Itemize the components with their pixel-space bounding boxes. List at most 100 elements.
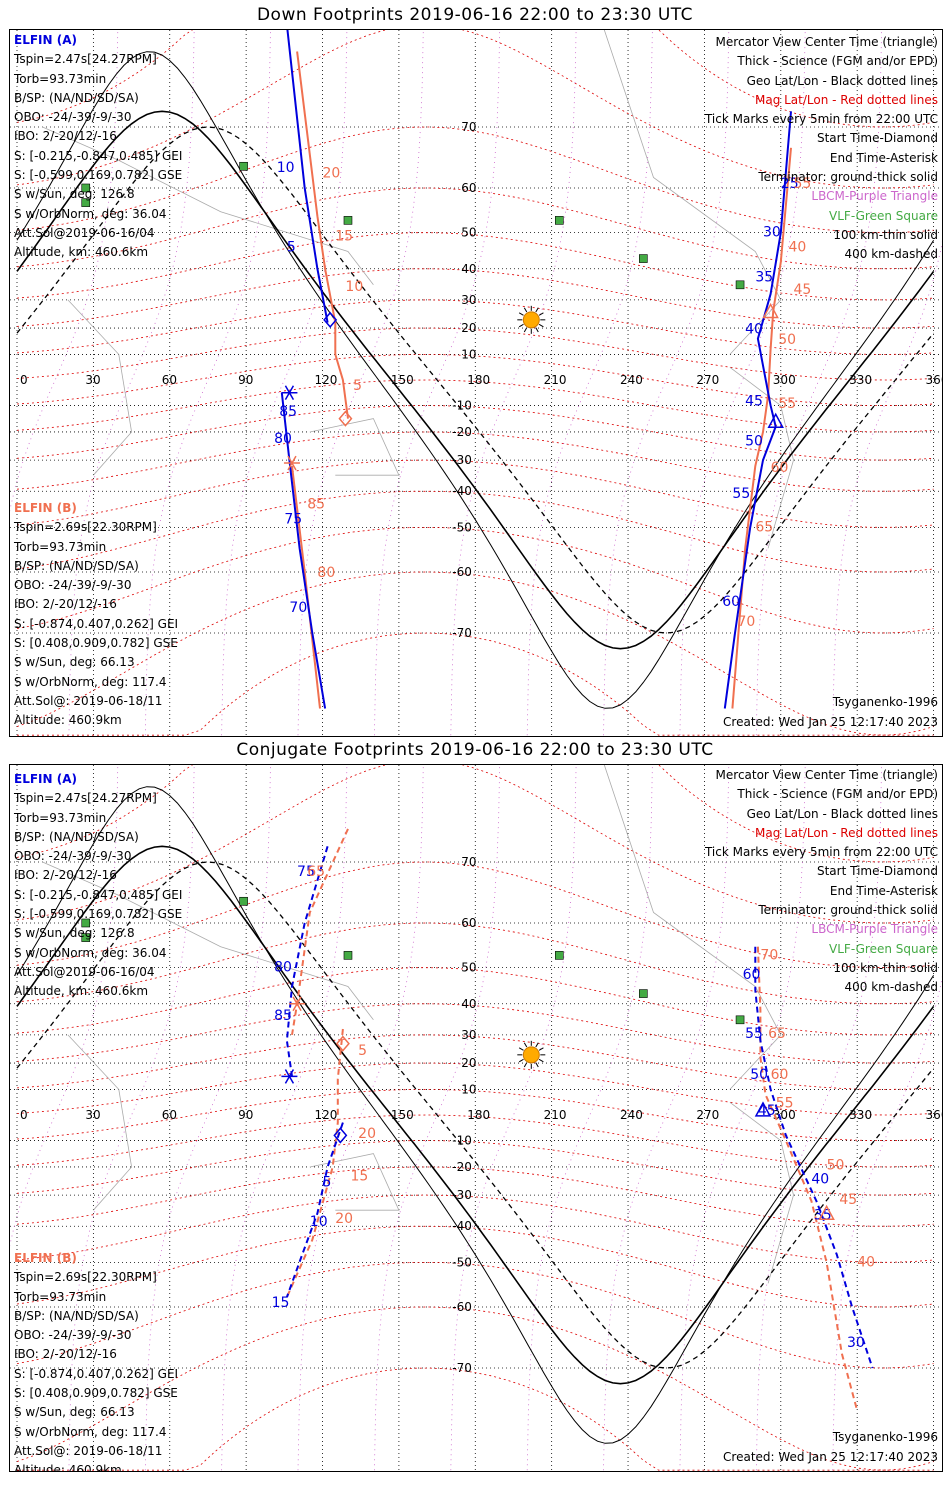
mag-parallel (16, 353, 934, 407)
vlf-station-marker (81, 198, 91, 207)
info-line: Torb=93.73min (14, 71, 107, 86)
coastline (67, 299, 133, 476)
model-label: Tsyganenko-1996 (832, 695, 938, 709)
info-line: Tspin=2.47s[24.27RPM] (14, 791, 157, 806)
info-line: Altitude: 460.9km (14, 1463, 122, 1472)
lon-tick-label: 120 (315, 373, 338, 387)
legend-entry: Mag Lat/Lon - Red dotted lines (754, 825, 938, 840)
vlf-station-marker (735, 1015, 745, 1025)
probe-b-time-label: 60 (771, 1067, 789, 1083)
probe-b-time-label: 10 (345, 279, 363, 295)
probe-a-time-label: 85 (279, 404, 297, 420)
legend-entry: LBCM-Purple Triangle (811, 189, 938, 204)
lon-tick-label: 210 (544, 373, 567, 387)
lat-tick-label: -10 (452, 399, 472, 413)
probe-a-info: ELFIN (A) Tspin=2.47s[24.27RPM] Torb=93.7… (14, 770, 182, 1002)
mag-parallel (16, 526, 934, 634)
info-line: S: [-0.215,-0.847,0.485] GEI (14, 887, 183, 902)
legend-entry: Terminator: ground-thick solid (758, 170, 938, 185)
probe-a-time-label: 50 (750, 1067, 768, 1083)
probe-a-time-label: 60 (722, 594, 740, 610)
lon-tick-label: 60 (162, 1108, 177, 1122)
lat-tick-label: -10 (452, 1134, 472, 1148)
lon-tick-label: 270 (696, 1108, 719, 1122)
lat-tick-label: -60 (452, 1300, 472, 1314)
vlf-station-marker (639, 254, 648, 263)
probe-b-title: ELFIN (B) (14, 1251, 77, 1265)
vlf-station-marker (239, 896, 248, 906)
sun-ray (538, 323, 544, 328)
mag-parallel (16, 232, 934, 301)
legend-entry: Terminator: ground-thick solid (758, 903, 938, 918)
mag-parallel (16, 1088, 934, 1142)
probe-b-time-label: 60 (771, 460, 789, 476)
terminator-line (16, 845, 935, 1385)
probe-b-time-label: 40 (857, 1254, 875, 1270)
asterisk-stroke (284, 385, 295, 401)
start-diamond-marker (338, 410, 353, 427)
mag-parallel (16, 861, 934, 969)
sun-ray (523, 1042, 528, 1048)
mag-parallel (16, 30, 934, 189)
lon-tick-label: 150 (391, 373, 414, 387)
probe-a-time-label: 40 (811, 1172, 829, 1188)
mag-parallel (16, 1261, 934, 1369)
mag-parallel (17, 1367, 934, 1471)
lon-tick-label: 180 (467, 1108, 490, 1122)
probe-a-time-label: 30 (763, 225, 781, 241)
mag-parallel (16, 922, 934, 1005)
sun-ray (518, 1047, 524, 1051)
probe-a-time-label: 25 (781, 176, 799, 192)
sun-ray (538, 312, 544, 316)
info-line: OBO: -24/-39/-9/-30 (14, 110, 132, 125)
vlf-station-marker (81, 183, 91, 193)
asterisk-stroke (287, 455, 297, 471)
sun-ray (538, 1058, 544, 1063)
info-line: Torb=93.73min (14, 810, 107, 825)
probe-b-track (756, 946, 859, 1411)
vlf-station-marker (81, 933, 91, 942)
mag-parallel (17, 632, 934, 736)
probe-a-title: ELFIN (A) (14, 33, 77, 47)
coastline (42, 126, 374, 286)
lon-tick-label: 360 (926, 373, 942, 387)
continent-outlines (42, 765, 794, 1284)
probe-a-lines: Tspin=2.47s[24.27RPM] Torb=93.73min B/SP: … (14, 789, 182, 1001)
probe-b-time-label: 40 (788, 239, 806, 255)
lat-tick-label: 50 (461, 961, 476, 975)
coastline (729, 1101, 794, 1284)
legend-entry: Geo Lat/Lon - Black dotted lines (746, 73, 938, 88)
probe-b-time-label: 45 (794, 282, 812, 298)
probe-b-time-label: 55 (778, 396, 796, 412)
info-line: Altitude, km: 460.6km (14, 984, 149, 999)
info-line: S w/OrbNorm, deg: 117.4 (14, 1424, 167, 1439)
info-line: IBO: 2/-20/12/-16 (14, 129, 117, 144)
coastline (603, 765, 782, 1090)
terminator-line (16, 786, 935, 1444)
lat-tick-label: -20 (452, 425, 472, 439)
mag-parallel (16, 459, 934, 528)
start-diamond-marker (335, 1035, 350, 1052)
sun-ray (523, 327, 528, 333)
info-line: S w/OrbNorm, deg: 117.4 (14, 674, 167, 689)
probe-a-time-label: 55 (732, 486, 750, 502)
terminator-line (16, 110, 935, 650)
probe-a-time-label: 55 (745, 1026, 763, 1042)
conjugate-footprints-panel: 0306090120150180210240270300330360706050… (9, 764, 943, 1472)
lon-tick-label: 330 (849, 1108, 872, 1122)
view-center-triangle (762, 302, 779, 319)
view-center-triangle (767, 412, 784, 429)
info-line: B/SP: (NA/ND/SD/SA) (14, 1308, 139, 1323)
vlf-station-marker (639, 989, 648, 998)
start-diamond-marker (323, 311, 338, 328)
mag-parallel (16, 327, 934, 381)
legend-entry: 400 km-dashed (844, 247, 938, 262)
info-line: S w/Sun, deg: 66.13 (14, 1405, 135, 1420)
lat-tick-label: 30 (461, 1028, 476, 1042)
coastline (67, 1034, 133, 1211)
mag-parallel (16, 126, 934, 234)
probe-b-time-label: 55 (794, 176, 812, 192)
info-line: S w/OrbNorm, deg: 36.04 (14, 945, 167, 960)
sun-ray (518, 1058, 524, 1063)
info-line: IBO: 2/-20/12/-16 (14, 868, 117, 883)
